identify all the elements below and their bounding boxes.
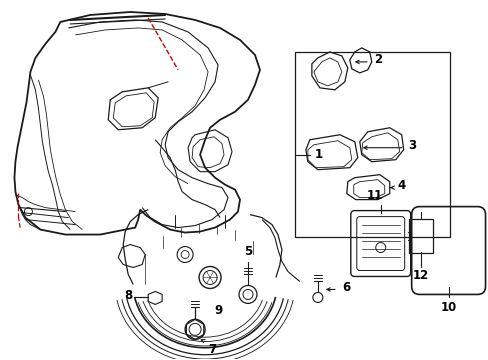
Text: 2: 2 [373,53,381,66]
Text: 1: 1 [314,148,323,161]
Text: 12: 12 [412,270,428,283]
Text: 3: 3 [407,139,415,152]
Text: 5: 5 [244,244,252,257]
Text: 7: 7 [207,343,216,356]
Bar [294,52,448,237]
Text: 6: 6 [341,281,349,294]
Text: 10: 10 [440,301,456,314]
Text: 4: 4 [397,179,405,192]
Text: 11: 11 [366,189,382,202]
Text: 8: 8 [124,289,132,302]
Text: 9: 9 [213,305,222,318]
